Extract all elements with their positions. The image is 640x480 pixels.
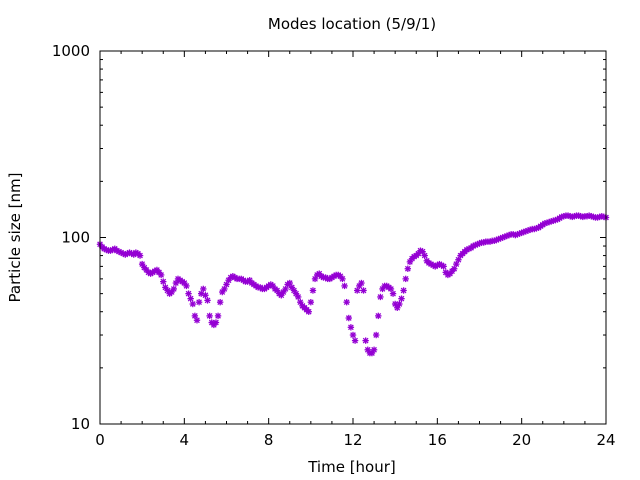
- data-point: [453, 260, 460, 268]
- data-point: [375, 312, 382, 320]
- data-point: [349, 331, 357, 339]
- data-point: [214, 312, 222, 320]
- data-point: [389, 290, 397, 297]
- data-point: [187, 295, 194, 302]
- data-point: [202, 292, 209, 299]
- data-point: [292, 290, 300, 297]
- y-tick-label: 10: [71, 415, 90, 433]
- x-axis-label: Time [hour]: [307, 458, 396, 476]
- data-point: [400, 287, 407, 294]
- data-point: [212, 319, 220, 326]
- data-point: [398, 295, 405, 302]
- data-point: [195, 298, 203, 306]
- data-point: [339, 275, 346, 283]
- data-point: [379, 285, 386, 293]
- data-points: [96, 212, 610, 357]
- axis-ticks: 0 4 8 12 16 20 24 10 100 1000: [52, 42, 616, 449]
- data-point: [206, 312, 213, 320]
- y-axis-label: Particle size [nm]: [6, 173, 24, 303]
- data-point: [404, 265, 412, 272]
- data-point: [402, 275, 409, 283]
- x-tick-label: 0: [95, 431, 105, 449]
- data-point: [305, 308, 312, 315]
- data-point: [294, 293, 302, 301]
- data-point: [341, 282, 348, 290]
- plot-frame: [99, 50, 607, 425]
- y-tick-label: 100: [61, 229, 90, 247]
- data-point: [421, 252, 428, 259]
- x-tick-label: 12: [343, 431, 362, 449]
- data-point: [345, 314, 352, 322]
- data-point: [358, 279, 365, 287]
- chart-title: Modes location (5/9/1): [268, 15, 436, 33]
- data-point: [136, 252, 144, 259]
- data-point: [440, 263, 447, 270]
- data-point: [360, 287, 367, 294]
- data-point: [170, 285, 177, 293]
- data-point: [189, 300, 196, 308]
- data-point: [307, 298, 315, 306]
- x-tick-label: 8: [264, 431, 274, 449]
- data-point: [377, 293, 384, 301]
- data-point: [372, 331, 380, 339]
- data-point: [160, 278, 167, 285]
- data-point: [200, 285, 207, 293]
- x-tick-label: 24: [596, 431, 615, 449]
- data-point: [370, 346, 378, 353]
- x-tick-label: 4: [180, 431, 190, 449]
- data-point: [157, 271, 165, 279]
- data-point: [309, 287, 317, 294]
- data-point: [347, 324, 355, 331]
- x-tick-label: 20: [512, 431, 531, 449]
- data-point: [185, 290, 192, 297]
- data-point: [396, 300, 403, 308]
- data-point: [351, 337, 359, 344]
- y-tick-label: 1000: [52, 42, 90, 60]
- data-point: [216, 298, 224, 306]
- x-tick-label: 16: [428, 431, 447, 449]
- data-point: [193, 317, 201, 324]
- data-point: [343, 298, 350, 306]
- data-point: [183, 282, 190, 290]
- data-point: [204, 297, 211, 304]
- data-point: [362, 337, 369, 344]
